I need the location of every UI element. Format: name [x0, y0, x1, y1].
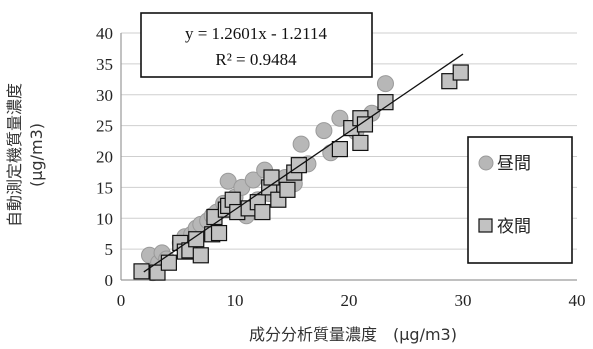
x-axis-title: 成分分析質量濃度 (μg/m3) — [249, 325, 457, 344]
axes — [120, 33, 577, 281]
nighttime-point — [192, 247, 209, 264]
y-tick-label: 40 — [96, 24, 113, 43]
y-tick-label: 35 — [96, 55, 113, 74]
y-tick-label: 25 — [96, 117, 113, 136]
nighttime-point — [254, 203, 271, 221]
y-tick-label: 0 — [105, 271, 114, 290]
legend-label-daytime: 昼間 — [497, 154, 531, 174]
legend-marker-daytime — [478, 155, 494, 171]
y-tick-label: 30 — [96, 86, 113, 105]
y-axis-title-line1: 自動測定機質量濃度 — [5, 83, 24, 227]
y-axis-unit: (μg/m3) — [27, 123, 46, 187]
y-tick-label: 5 — [105, 240, 114, 259]
y-tick-label: 20 — [96, 148, 113, 167]
equation-box: y = 1.2601x - 1.2114 R² = 0.9484 — [140, 12, 373, 78]
y-axis-title-line2: (μg/m3) — [27, 123, 46, 187]
equation-box-frame — [140, 12, 373, 78]
y-tick-label: 15 — [96, 178, 113, 197]
y-axis-title: 自動測定機質量濃度 — [5, 83, 24, 227]
daytime-point — [315, 122, 333, 140]
legend-label-nighttime: 夜間 — [497, 217, 531, 237]
nighttime-point — [331, 140, 348, 158]
nighttime-point — [263, 169, 280, 186]
y-tick-label: 10 — [96, 209, 113, 228]
legend: 昼間 夜間 — [467, 136, 573, 264]
y-tick-labels: 0 5 10 15 20 25 30 35 40 — [96, 24, 113, 290]
x-tick-label: 30 — [455, 291, 472, 310]
nighttime-point — [452, 64, 469, 81]
trendline-equation: y = 1.2601x - 1.2114 — [185, 24, 328, 43]
nighttime-point — [210, 224, 228, 242]
x-tick-labels: 0 10 20 30 40 — [117, 291, 586, 310]
x-tick-label: 10 — [227, 291, 244, 310]
data-points — [133, 64, 469, 282]
trendline — [143, 53, 464, 273]
trendline-r-squared: R² = 0.9484 — [215, 50, 297, 69]
nighttime-point — [160, 254, 177, 271]
nighttime-point — [352, 134, 369, 152]
daytime-point — [292, 135, 310, 153]
x-tick-label: 0 — [117, 291, 126, 310]
legend-marker-nighttime — [478, 218, 493, 233]
daytime-point — [376, 75, 394, 93]
x-tick-label: 20 — [341, 291, 358, 310]
x-tick-label: 40 — [569, 291, 586, 310]
nighttime-point — [133, 263, 150, 280]
nighttime-point — [279, 181, 296, 198]
nighttime-point — [356, 116, 374, 133]
nighttime-point — [188, 231, 205, 248]
